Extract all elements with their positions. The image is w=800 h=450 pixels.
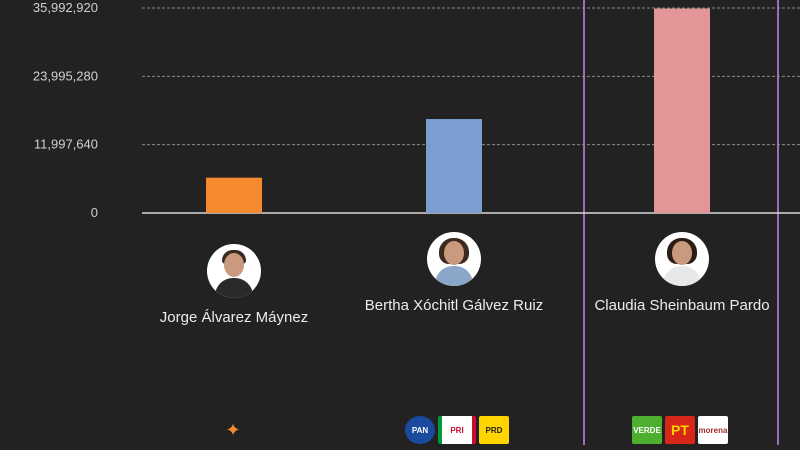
y-tick-label: 0 [91,205,98,220]
party-logos-sheinbaum: VERDE PT morena [632,416,728,444]
morena-logo: morena [698,416,728,444]
candidate-name: Bertha Xóchitl Gálvez Ruiz [364,297,544,314]
candidate-avatar-icon [655,232,709,286]
candidate-avatar-icon [427,232,481,286]
y-tick-label: 11,997,640 [34,137,98,152]
y-tick-label: 35,992,920 [33,0,98,15]
candidate-name: Claudia Sheinbaum Pardo [594,297,770,314]
verde-logo: VERDE [632,416,662,444]
candidate-card-alvarez[interactable]: Jorge Álvarez Máynez [134,244,334,330]
pt-logo: PT [665,416,695,444]
pan-logo: PAN [405,416,435,444]
candidate-name: Jorge Álvarez Máynez [159,309,309,326]
pri-logo: PRI [438,416,476,444]
prd-logo: PRD [479,416,509,444]
mc-eagle-icon: ✦ [218,416,248,444]
bar [654,8,710,213]
candidate-card-galvez[interactable]: Bertha Xóchitl Gálvez Ruiz [354,232,554,318]
party-logos-alvarez: ✦ [218,416,248,444]
bar [426,119,482,213]
candidate-card-sheinbaum[interactable]: Claudia Sheinbaum Pardo [582,232,782,318]
candidate-avatar-icon [207,244,261,298]
y-tick-label: 23,995,280 [33,68,98,83]
bar [206,177,262,213]
party-logos-galvez: PAN PRI PRD [405,416,509,444]
